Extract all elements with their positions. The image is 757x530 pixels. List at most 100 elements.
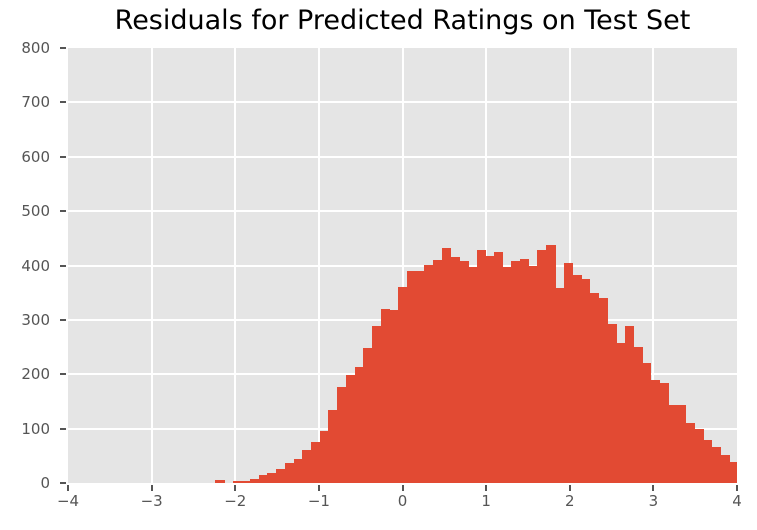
x-tick-label: −2 [224, 492, 247, 510]
histogram-bar [520, 258, 530, 483]
y-tick-label: 500 [21, 202, 50, 221]
gridline-x [150, 48, 153, 483]
x-tick-mark [234, 485, 237, 491]
y-tick-label: 200 [21, 365, 50, 384]
x-tick-mark [652, 485, 655, 491]
histogram-bar [215, 479, 225, 483]
y-tick-mark [60, 101, 66, 104]
histogram-bar [258, 474, 269, 483]
y-tick-label: 800 [21, 39, 50, 57]
histogram-bar [415, 270, 425, 483]
x-tick-mark [401, 485, 404, 491]
y-tick-mark [60, 482, 66, 484]
histogram-bar [485, 255, 495, 483]
histogram-bar [406, 271, 417, 483]
gridline-x [401, 48, 404, 483]
histogram-bar [232, 480, 242, 483]
histogram-bar [659, 382, 669, 483]
histogram-bar [685, 423, 695, 483]
histogram-bar [302, 449, 312, 483]
histogram-bar [633, 346, 643, 483]
histogram-bar [528, 266, 539, 483]
histogram-bar [371, 326, 382, 483]
x-tick-label: −4 [56, 492, 80, 510]
histogram-bar [354, 366, 364, 483]
plot-area [68, 48, 737, 483]
histogram-bar [311, 441, 321, 483]
gridline-x [317, 48, 320, 483]
histogram-bar [598, 298, 608, 483]
histogram-bar [450, 256, 460, 483]
y-tick-label: 700 [21, 93, 50, 112]
y-tick-mark [60, 427, 66, 430]
histogram-bar [467, 267, 478, 483]
x-tick-label: 2 [564, 492, 575, 510]
y-tick-mark [60, 373, 66, 376]
y-tick-mark [60, 264, 66, 267]
y-tick-label: 600 [21, 147, 50, 166]
histogram-bar [337, 387, 347, 483]
x-tick-mark [568, 485, 571, 491]
histogram-bar [345, 374, 356, 483]
x-tick-mark [67, 485, 69, 491]
histogram-bar [711, 446, 722, 483]
histogram-bar [720, 454, 730, 483]
histogram-bar [554, 288, 565, 483]
histogram-bar [389, 310, 399, 483]
gridline-x [652, 48, 655, 483]
histogram-bar [319, 431, 330, 483]
x-tick-label: −1 [307, 492, 330, 510]
histogram-bar [293, 458, 303, 483]
histogram-bar [694, 429, 704, 483]
chart-title: Residuals for Predicted Ratings on Test … [114, 5, 691, 36]
x-tick-label: 4 [732, 492, 742, 510]
y-tick-mark [60, 47, 66, 49]
histogram-bar [703, 440, 713, 483]
x-tick-mark [317, 485, 320, 491]
histogram-bar [729, 461, 737, 483]
histogram-bar [581, 278, 591, 483]
histogram-bar [284, 463, 295, 483]
histogram-bar [459, 261, 469, 483]
histogram-bar [607, 324, 617, 483]
histogram-bar [250, 478, 260, 483]
y-tick-mark [60, 210, 66, 213]
histogram-bar [424, 264, 434, 483]
gridline-x [234, 48, 237, 483]
histogram-bar [572, 274, 582, 483]
histogram-bar [267, 472, 277, 483]
x-tick-mark [736, 485, 738, 491]
histogram-bar [563, 263, 574, 483]
histogram-bar [476, 249, 486, 483]
histogram-bar [624, 325, 634, 483]
y-tick-label: 400 [21, 256, 50, 275]
histogram-bar [432, 259, 443, 483]
histogram-bar [363, 347, 373, 483]
histogram-bar [380, 309, 391, 483]
histogram-bar [676, 405, 687, 483]
y-tick-label: 300 [21, 310, 50, 329]
y-tick-label: 100 [21, 419, 50, 438]
histogram-bar [537, 250, 547, 483]
histogram-bar [276, 468, 286, 483]
histogram-bar [493, 252, 504, 483]
x-tick-label: 1 [481, 492, 491, 510]
histogram-bar [511, 261, 521, 483]
x-tick-label: 0 [397, 492, 408, 510]
histogram-bar [546, 245, 556, 483]
x-tick-label: −3 [140, 492, 163, 510]
histogram-bar [615, 342, 626, 483]
histogram-bar [668, 405, 678, 483]
histogram-bar [441, 247, 452, 483]
histogram-bar [398, 286, 408, 483]
histogram-bar [642, 362, 652, 483]
x-tick-label: 3 [648, 492, 659, 510]
x-tick-mark [485, 485, 488, 491]
histogram-bar [589, 293, 600, 483]
y-tick-mark [60, 155, 66, 158]
histogram-bar [241, 480, 251, 483]
y-tick-mark [60, 318, 66, 321]
y-tick-label: 0 [40, 474, 50, 492]
histogram-bar [328, 409, 338, 483]
